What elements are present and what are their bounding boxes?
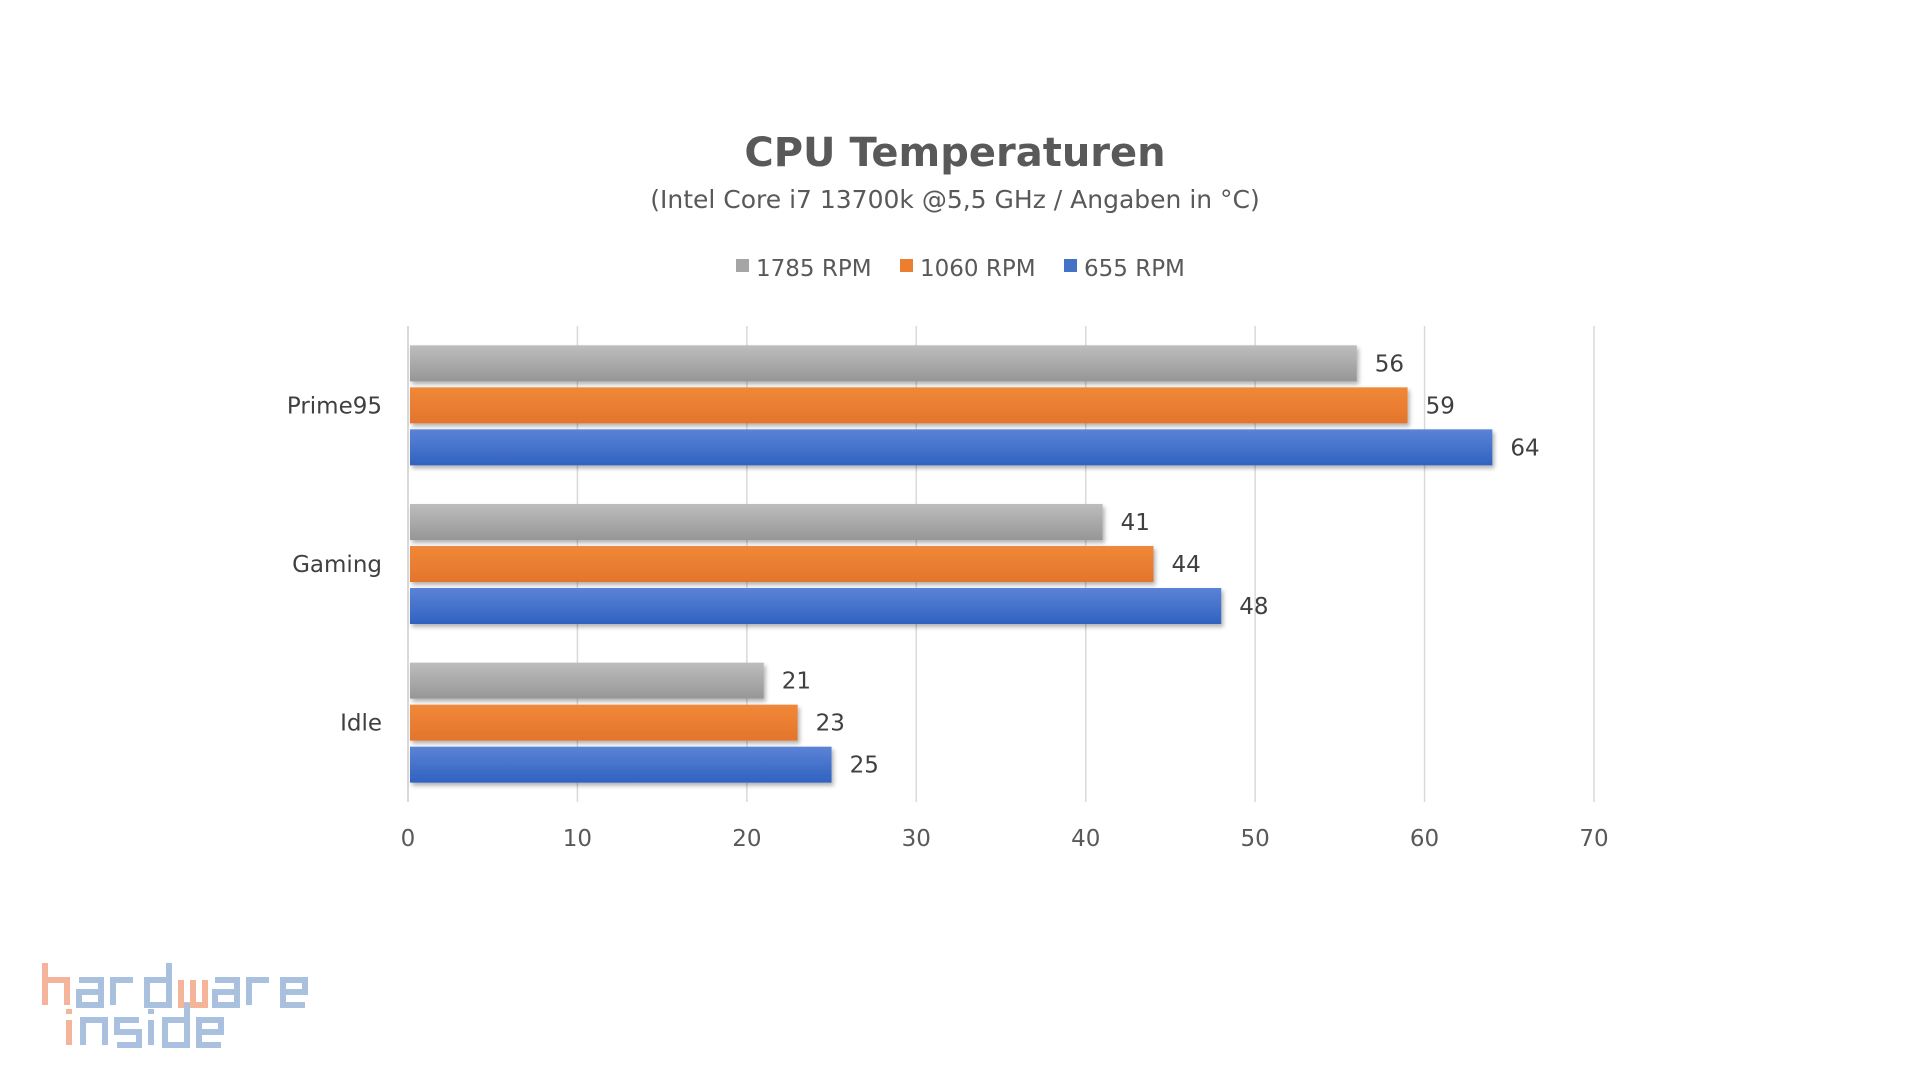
logo-letter [42, 963, 70, 1005]
hardware-inside-logo [42, 963, 308, 1048]
category-label: Idle [340, 711, 382, 737]
x-tick-label: 70 [1579, 826, 1608, 852]
x-tick-label: 50 [1241, 826, 1270, 852]
logo-letter [144, 963, 172, 1008]
bar [410, 387, 1408, 424]
data-label: 23 [816, 711, 845, 737]
legend-label: 1060 RPM [920, 256, 1036, 282]
bar [410, 746, 832, 783]
data-label: 41 [1121, 510, 1150, 536]
data-label: 25 [850, 753, 879, 779]
logo-letter [178, 980, 208, 1008]
data-label: 64 [1510, 435, 1539, 461]
chart-title: CPU Temperaturen [744, 130, 1165, 176]
legend: 1785 RPM 1060 RPM 655 RPM [736, 256, 1185, 282]
bar [410, 504, 1103, 540]
x-tick-label: 60 [1410, 826, 1439, 852]
chart-subtitle: (Intel Core i7 13700k @5,5 GHz / Angaben… [650, 185, 1260, 214]
logo-letter [114, 1017, 142, 1048]
logo-letter [246, 977, 269, 1005]
y-axis-categories: Prime95 Gaming Idle [287, 393, 382, 736]
bar [410, 662, 764, 699]
x-tick-label: 0 [401, 826, 416, 852]
x-axis-ticks: 0 10 20 30 40 50 60 70 [401, 826, 1609, 852]
data-label: 48 [1239, 594, 1268, 620]
x-tick-label: 30 [902, 826, 931, 852]
category-label: Gaming [292, 552, 382, 578]
logo-letter [280, 977, 308, 1008]
data-label: 56 [1375, 351, 1404, 377]
logo-letter [162, 1003, 190, 1048]
x-tick-label: 40 [1071, 826, 1100, 852]
bar [410, 429, 1493, 466]
logo-letter [212, 977, 240, 1008]
x-tick-label: 20 [732, 826, 761, 852]
bar [410, 588, 1222, 624]
data-label: 21 [782, 669, 811, 695]
category-label: Prime95 [287, 393, 382, 419]
logo-letter [80, 1017, 108, 1045]
legend-label: 1785 RPM [756, 256, 872, 282]
x-tick-label: 10 [563, 826, 592, 852]
legend-swatch [736, 259, 749, 272]
bar [410, 704, 798, 741]
data-label: 59 [1426, 393, 1455, 419]
logo-letter [196, 1017, 224, 1048]
logo-letter [76, 977, 104, 1008]
legend-label: 655 RPM [1084, 256, 1185, 282]
data-label: 44 [1171, 552, 1200, 578]
bar [410, 546, 1154, 582]
logo-letter [110, 977, 133, 1005]
legend-swatch [900, 259, 913, 272]
legend-swatch [1064, 259, 1077, 272]
bar [410, 345, 1357, 382]
